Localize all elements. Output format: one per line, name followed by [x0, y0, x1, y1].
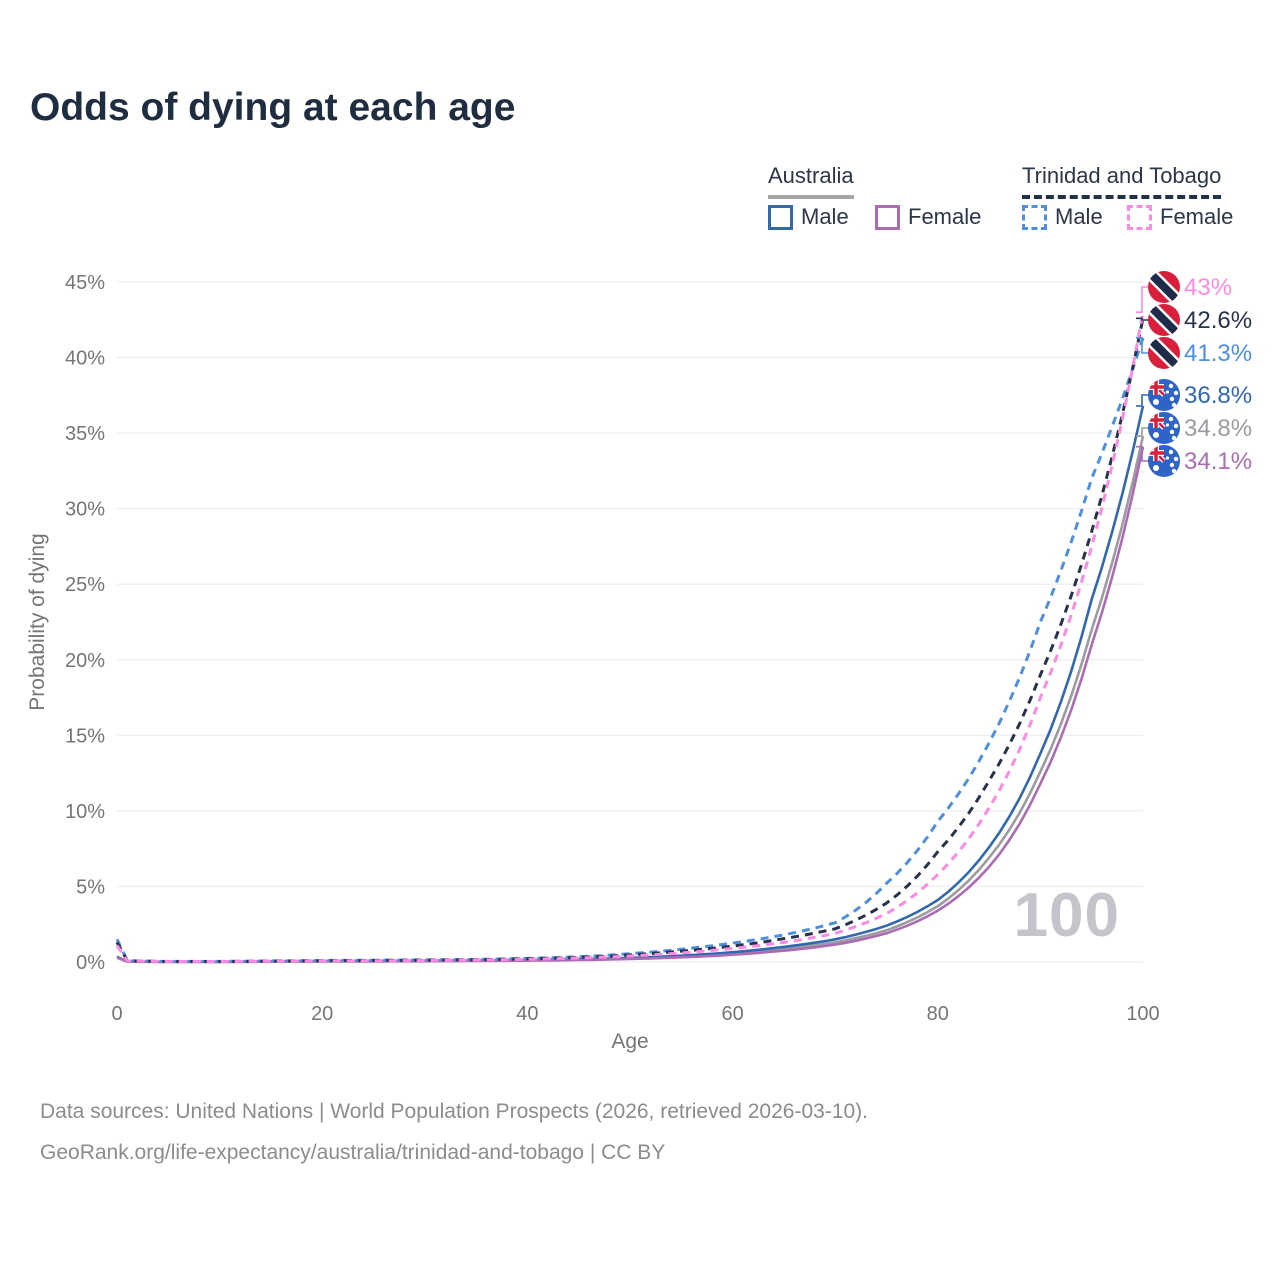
gridlines	[117, 281, 1143, 963]
legend-item-label: Female	[908, 204, 982, 229]
end-value-label: 42.6%	[1184, 307, 1252, 334]
y-tick-label: 40%	[65, 348, 105, 370]
end-label-leader	[1136, 337, 1148, 354]
end-label-leader	[1136, 445, 1148, 462]
australia-female-swatch-icon	[875, 204, 900, 230]
end-label-texts: 43% 42.6% 41.3% 36.8% 34.8% 34.1%	[1184, 274, 1252, 475]
series-line-trinidad-and-tobago-male	[115, 337, 1145, 963]
end-value-label: 34.1%	[1184, 448, 1252, 475]
legend-group-trinidad-and-tobago: Trinidad and Tobago	[1022, 163, 1222, 199]
legend-item-tt-male[interactable]: Male	[1022, 204, 1103, 230]
y-tick-label: 35%	[65, 423, 105, 445]
y-tick-label: 0%	[76, 952, 105, 974]
end-label-leader	[1136, 427, 1148, 437]
series-line-trinidad-and-tobago-female	[115, 311, 1145, 963]
end-value-label: 41.3%	[1184, 340, 1252, 367]
tt-female-swatch-icon	[1127, 204, 1152, 230]
page-title: Odds of dying at each age	[30, 86, 516, 129]
end-label-leader	[1136, 394, 1148, 407]
x-tick-label: 80	[927, 1003, 949, 1025]
australia-flag-icon	[1148, 445, 1180, 477]
end-value-label: 34.8%	[1184, 415, 1252, 442]
legend-group-australia: Australia	[768, 163, 854, 199]
legend-item-australia-female[interactable]: Female	[875, 204, 981, 230]
trinidad-and-tobago-flag-icon	[1148, 271, 1180, 303]
end-label-leaders	[1136, 286, 1148, 462]
trinidad-and-tobago-flag-icon	[1148, 304, 1180, 336]
y-tick-label: 20%	[65, 650, 105, 672]
age-watermark: 100	[1013, 881, 1120, 950]
end-label-leader	[1136, 286, 1148, 313]
y-tick-label: 25%	[65, 574, 105, 596]
x-tick-label: 20	[311, 1003, 333, 1025]
end-label-leader	[1136, 317, 1148, 321]
tt-male-swatch-icon	[1022, 204, 1047, 230]
x-tick-label: 40	[516, 1003, 538, 1025]
x-axis-title: Age	[611, 1030, 648, 1053]
data-source-line: Data sources: United Nations | World Pop…	[40, 1100, 869, 1123]
end-label-flags	[1148, 271, 1180, 477]
series-paths	[115, 311, 1145, 964]
attribution-line: GeoRank.org/life-expectancy/australia/tr…	[40, 1141, 666, 1164]
end-value-label: 43%	[1184, 274, 1232, 301]
series-line-australia-male	[116, 405, 1145, 964]
x-tick-label: 100	[1126, 1003, 1159, 1025]
x-tick-label: 0	[111, 1003, 122, 1025]
x-tick-label: 60	[721, 1003, 743, 1025]
legend-item-label: Female	[1160, 204, 1234, 229]
legend-item-label: Male	[801, 204, 849, 229]
y-tick-label: 30%	[65, 499, 105, 521]
legend-item-label: Male	[1055, 204, 1103, 229]
legend-item-australia-male[interactable]: Male	[768, 204, 849, 230]
legend-item-tt-female[interactable]: Female	[1127, 204, 1233, 230]
y-tick-label: 15%	[65, 725, 105, 747]
australia-flag-icon	[1148, 379, 1180, 411]
end-value-label: 36.8%	[1184, 382, 1252, 409]
tick-labels: 0% 5% 10% 15% 20% 25% 30% 35% 40% 45% 0 20 40 60 80 100	[65, 272, 1160, 1025]
australia-flag-icon	[1148, 412, 1180, 444]
trinidad-and-tobago-flag-icon	[1148, 337, 1180, 369]
y-tick-label: 5%	[76, 876, 105, 898]
y-tick-label: 45%	[65, 272, 105, 294]
australia-male-swatch-icon	[768, 204, 793, 230]
y-tick-label: 10%	[65, 801, 105, 823]
y-axis-title: Probability of dying	[26, 533, 49, 710]
